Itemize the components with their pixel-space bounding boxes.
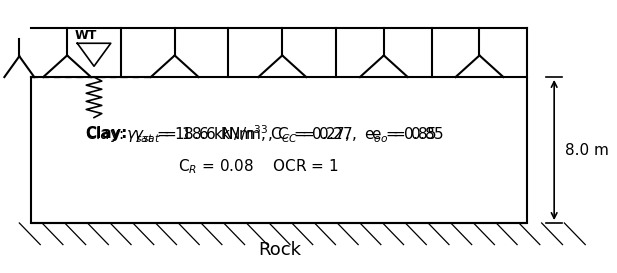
Text: Rock: Rock xyxy=(258,241,300,259)
Text: $\gamma_{sat}$ = 18.6 kN/m$^3$, C$_C$ = 0.27,   e$_o$ = 0.85: $\gamma_{sat}$ = 18.6 kN/m$^3$, C$_C$ = … xyxy=(126,123,437,145)
Text: 8.0 m: 8.0 m xyxy=(565,143,609,158)
Text: C$_R$ = 0.08    OCR = 1: C$_R$ = 0.08 OCR = 1 xyxy=(178,157,338,176)
Text: Clay:: Clay: xyxy=(85,126,128,141)
Text: Clay:  $\gamma_{sat}$ = 18.6 kN/m$^3$, C$_C$ = 0.27,   e$_o$ = 0.85: Clay: $\gamma_{sat}$ = 18.6 kN/m$^3$, C$… xyxy=(85,123,444,145)
Text: WT: WT xyxy=(74,29,97,42)
